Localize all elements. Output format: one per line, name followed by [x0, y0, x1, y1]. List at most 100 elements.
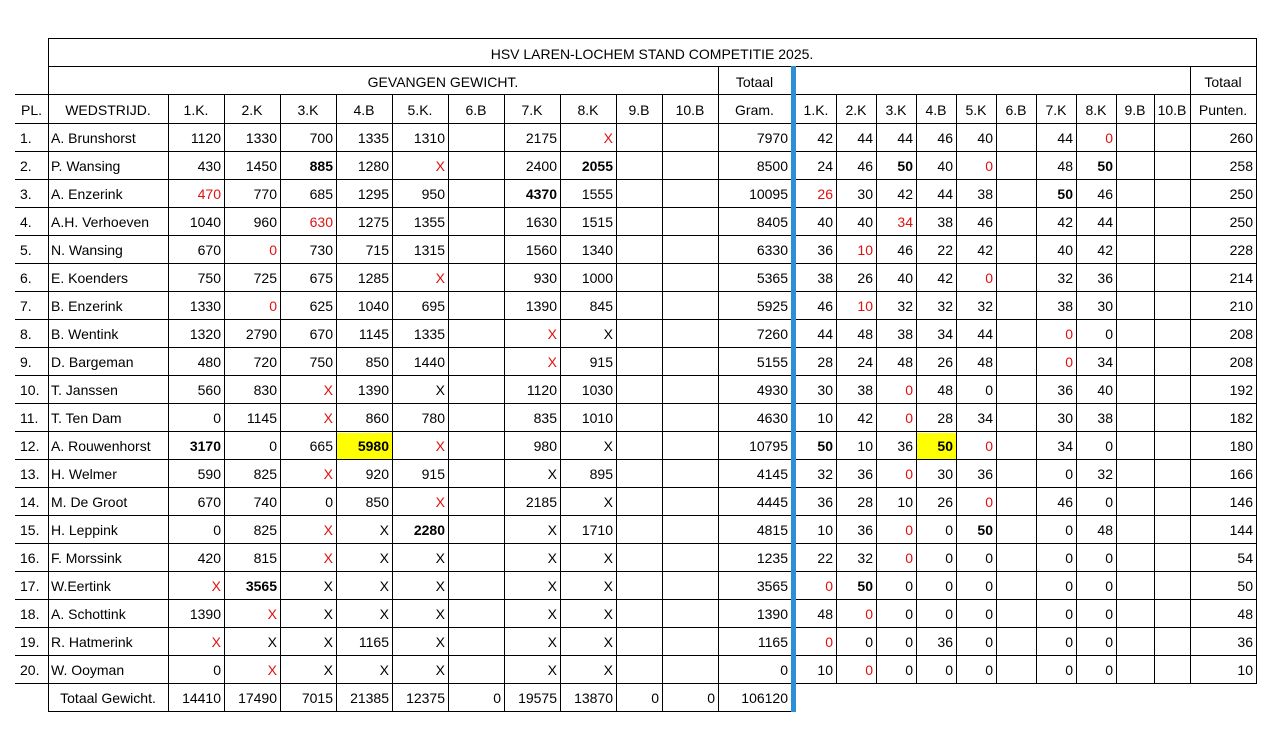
- points-cell: 46: [977, 214, 993, 230]
- weight-cell: 1010: [581, 410, 613, 426]
- weight-cell: [616, 488, 659, 516]
- points-cell: [1116, 180, 1151, 208]
- points-cell: 30: [1057, 410, 1073, 426]
- points-cell: 44: [1097, 214, 1113, 230]
- weight-cell: 825: [253, 522, 277, 538]
- totals-weight-cell: 19575: [518, 690, 557, 706]
- points-cell: [1154, 152, 1187, 180]
- place-cell: 14.: [20, 494, 40, 510]
- points-cell: 0: [985, 270, 993, 286]
- points-cell: 0: [945, 606, 953, 622]
- points-cell: 0: [985, 550, 993, 566]
- weight-cell: [616, 404, 659, 432]
- weight-cell: [616, 152, 659, 180]
- grid-line: [15, 263, 1256, 264]
- weight-cell: 725: [253, 270, 277, 286]
- weight-cell: [616, 376, 659, 404]
- points-cell: [1154, 124, 1187, 152]
- punten-header: Punten.: [1198, 102, 1248, 118]
- points-cell: 0: [985, 634, 993, 650]
- weight-cell: X: [323, 466, 333, 482]
- contestant-name: B. Enzerink: [51, 298, 123, 314]
- points-cell: 38: [977, 186, 993, 202]
- weight-cell: [616, 460, 659, 488]
- total-gram-cell: 4630: [756, 410, 788, 426]
- weight-cell: 1630: [525, 214, 557, 230]
- points-cell: [1154, 600, 1187, 628]
- weight-cell: X: [547, 522, 557, 538]
- points-cell: [1154, 544, 1187, 572]
- points-cell: 40: [1097, 382, 1113, 398]
- grid-line: [1116, 94, 1117, 684]
- weight-cell: [662, 460, 715, 488]
- weight-cell: [448, 376, 501, 404]
- totals-weight-cell: 7015: [301, 690, 333, 706]
- pl-header: PL.: [20, 102, 42, 118]
- points-cell: [1116, 628, 1151, 656]
- weight-cell: 1280: [357, 158, 389, 174]
- points-cell: 36: [977, 466, 993, 482]
- points-cell: 0: [1105, 550, 1113, 566]
- points-cell: [1154, 488, 1187, 516]
- points-cell: [1116, 208, 1151, 236]
- grid-line: [956, 94, 957, 684]
- points-cell: 32: [817, 466, 833, 482]
- weight-cell: [616, 600, 659, 628]
- weight-cell: 2280: [413, 522, 445, 538]
- total-points-cell: 250: [1229, 186, 1253, 202]
- place-cell: 5.: [20, 242, 32, 258]
- weight-cell: X: [323, 382, 333, 398]
- weight-cell: 1040: [189, 214, 221, 230]
- grid-line: [15, 571, 1256, 572]
- points-cell: 0: [1105, 494, 1113, 510]
- place-cell: 20.: [20, 662, 40, 678]
- points-cell: 0: [905, 662, 913, 678]
- total-gram-cell: 0: [780, 662, 788, 678]
- points-col-header: 5.K: [965, 102, 987, 118]
- total-points-cell: 146: [1229, 494, 1253, 510]
- points-cell: 42: [897, 186, 913, 202]
- weight-cell: X: [547, 634, 557, 650]
- points-cell: 0: [865, 606, 873, 622]
- weight-cell: [662, 264, 715, 292]
- weight-cell: 420: [197, 550, 221, 566]
- totals-weight-cell: 21385: [350, 690, 389, 706]
- points-cell: 38: [857, 382, 873, 398]
- total-points-cell: 50: [1237, 578, 1253, 594]
- points-cell: 26: [937, 494, 953, 510]
- contestant-name: A. Schottink: [51, 606, 126, 622]
- points-cell: 48: [897, 354, 913, 370]
- total-points-cell: 250: [1229, 214, 1253, 230]
- grid-line: [15, 123, 1256, 124]
- points-cell: 0: [1065, 634, 1073, 650]
- contestant-name: D. Bargeman: [51, 354, 134, 370]
- points-cell: [1116, 404, 1151, 432]
- points-cell: 46: [857, 158, 873, 174]
- points-cell: [1116, 432, 1151, 460]
- grid-line: [280, 94, 281, 712]
- points-cell: [1116, 572, 1151, 600]
- points-cell: 0: [1105, 634, 1113, 650]
- weight-cell: 930: [533, 270, 557, 286]
- weight-cell: 1710: [581, 522, 613, 538]
- weight-cell: X: [435, 606, 445, 622]
- contestant-name: T. Ten Dam: [51, 410, 122, 426]
- contestant-name: B. Wentink: [51, 326, 119, 342]
- place-cell: 3.: [20, 186, 32, 202]
- points-cell: 10: [817, 662, 833, 678]
- weight-cell: X: [603, 662, 613, 678]
- weight-cell: 4370: [525, 186, 557, 202]
- weight-cell: X: [603, 494, 613, 510]
- weight-cell: 2175: [525, 130, 557, 146]
- points-cell: [1154, 208, 1187, 236]
- weight-cell: 1515: [581, 214, 613, 230]
- points-cell: [1154, 460, 1187, 488]
- weight-cell: 885: [309, 158, 333, 174]
- points-cell: 38: [1057, 298, 1073, 314]
- points-cell: 48: [1097, 522, 1113, 538]
- weight-cell: X: [435, 634, 445, 650]
- weight-cell: X: [547, 662, 557, 678]
- points-cell: 10: [857, 438, 873, 454]
- points-cell: 0: [1105, 130, 1113, 146]
- total-points-cell: 10: [1237, 662, 1253, 678]
